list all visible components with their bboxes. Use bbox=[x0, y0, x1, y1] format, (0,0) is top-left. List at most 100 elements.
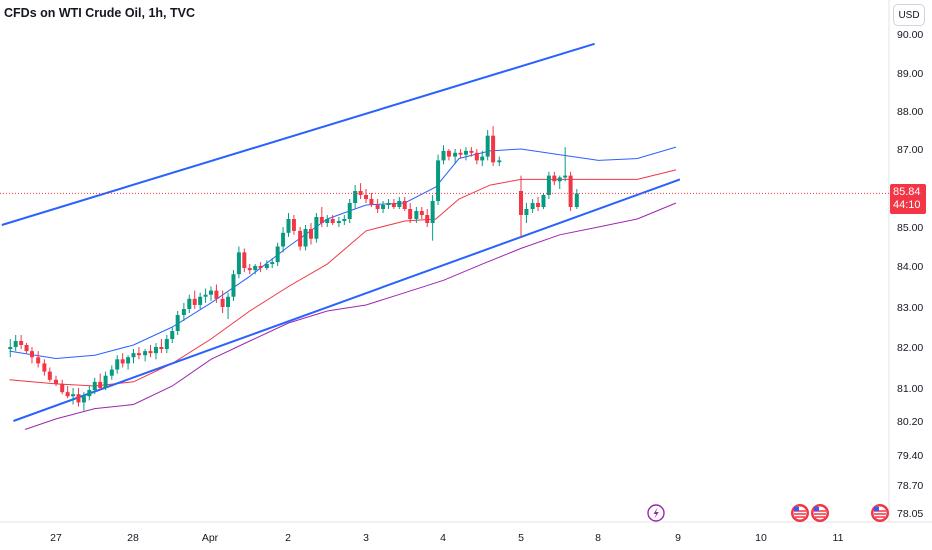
candle-body bbox=[170, 331, 175, 339]
candle-body bbox=[192, 298, 197, 305]
price-tick-label: 90.00 bbox=[897, 29, 923, 41]
candle bbox=[314, 213, 319, 243]
candle-body bbox=[497, 160, 502, 163]
candle-body bbox=[546, 175, 551, 195]
candle-body bbox=[131, 353, 136, 358]
candle-body bbox=[552, 175, 557, 182]
candle-body bbox=[347, 203, 352, 219]
candle-body bbox=[13, 341, 18, 347]
candle-body bbox=[103, 375, 108, 388]
time-tick-label: 11 bbox=[833, 532, 844, 544]
trend-channel[interactable] bbox=[1, 42, 681, 422]
candle-body bbox=[325, 219, 330, 223]
candle-body bbox=[47, 371, 52, 380]
candle-body bbox=[541, 195, 546, 207]
candle-body bbox=[381, 205, 386, 209]
candle bbox=[136, 347, 141, 360]
price-axis-labels[interactable]: 90.0089.0088.0087.0086.0085.0084.0083.00… bbox=[897, 29, 923, 520]
candle-body bbox=[369, 199, 374, 205]
price-tick-label: 78.05 bbox=[897, 508, 923, 520]
candle-body bbox=[430, 201, 435, 223]
candle-body bbox=[453, 152, 458, 157]
candle bbox=[330, 215, 335, 225]
candle bbox=[198, 292, 203, 309]
candle-body bbox=[60, 383, 65, 393]
price-tick-label: 83.00 bbox=[897, 302, 923, 314]
candle-body bbox=[81, 396, 86, 403]
candle-body bbox=[425, 215, 430, 223]
candle bbox=[236, 246, 241, 279]
candle-body bbox=[24, 345, 29, 352]
candle bbox=[126, 355, 131, 370]
candle bbox=[291, 215, 296, 235]
flash-event-icon[interactable] bbox=[647, 504, 665, 522]
candle bbox=[153, 343, 158, 360]
candle bbox=[143, 349, 148, 362]
candle bbox=[485, 130, 490, 161]
currency-button[interactable]: USD bbox=[893, 4, 925, 26]
candle-body bbox=[314, 217, 319, 239]
candle-body bbox=[469, 150, 474, 153]
candle-body bbox=[242, 252, 247, 269]
candle bbox=[54, 375, 58, 386]
candle-body bbox=[226, 296, 231, 307]
candle bbox=[497, 156, 502, 167]
candle bbox=[192, 290, 197, 309]
candle bbox=[574, 189, 579, 209]
candle-body bbox=[408, 209, 413, 219]
candle bbox=[391, 199, 396, 209]
candle-body bbox=[181, 309, 186, 315]
us-flag-event-icon[interactable] bbox=[791, 504, 809, 522]
candle bbox=[474, 149, 479, 165]
candle-body bbox=[458, 152, 463, 155]
candle bbox=[13, 335, 18, 352]
candle bbox=[47, 367, 52, 382]
channel-lower-line bbox=[13, 178, 681, 422]
candle-body bbox=[275, 246, 280, 263]
candle-body bbox=[286, 219, 291, 233]
candle bbox=[264, 260, 269, 271]
candle bbox=[386, 199, 391, 209]
candle bbox=[65, 385, 70, 399]
candle bbox=[8, 339, 13, 358]
time-tick-label: 8 bbox=[595, 532, 601, 544]
candle-body bbox=[120, 359, 125, 364]
candle bbox=[568, 171, 573, 211]
candle bbox=[29, 347, 34, 364]
time-tick-label: 9 bbox=[675, 532, 681, 544]
candle-body bbox=[463, 150, 468, 155]
candle bbox=[453, 149, 458, 165]
candle-body bbox=[391, 203, 396, 207]
candle bbox=[480, 150, 485, 167]
bar-countdown: 44:10 bbox=[893, 199, 921, 211]
candle bbox=[98, 373, 103, 391]
candle-body bbox=[214, 290, 219, 299]
time-tick-label: 4 bbox=[440, 532, 446, 544]
candle bbox=[414, 207, 419, 223]
candle-body bbox=[220, 298, 225, 307]
candle bbox=[303, 225, 308, 251]
candle-body bbox=[98, 381, 103, 388]
candle bbox=[120, 353, 125, 368]
candle-body bbox=[19, 341, 24, 345]
us-flag-event-icon[interactable] bbox=[871, 504, 889, 522]
candle bbox=[491, 126, 496, 167]
candle-body bbox=[474, 152, 479, 161]
candle-body bbox=[203, 294, 208, 297]
candle bbox=[92, 377, 97, 395]
us-flag-event-icon[interactable] bbox=[811, 504, 829, 522]
price-tick-label: 81.00 bbox=[897, 383, 923, 395]
candle bbox=[541, 193, 546, 209]
candle bbox=[270, 258, 275, 269]
chart-title[interactable]: CFDs on WTI Crude Oil, 1h, TVC bbox=[4, 6, 195, 20]
candle-body bbox=[342, 219, 347, 221]
candle-body bbox=[524, 209, 529, 215]
candle-body bbox=[36, 357, 41, 364]
candle-body bbox=[574, 193, 579, 207]
candle-body bbox=[536, 203, 541, 207]
candle bbox=[242, 248, 247, 273]
candle-body bbox=[209, 290, 213, 295]
candle-body bbox=[231, 274, 236, 297]
time-axis-labels[interactable]: 27 28 Apr 2 3 4 5 8 9 10 11 bbox=[50, 532, 843, 544]
